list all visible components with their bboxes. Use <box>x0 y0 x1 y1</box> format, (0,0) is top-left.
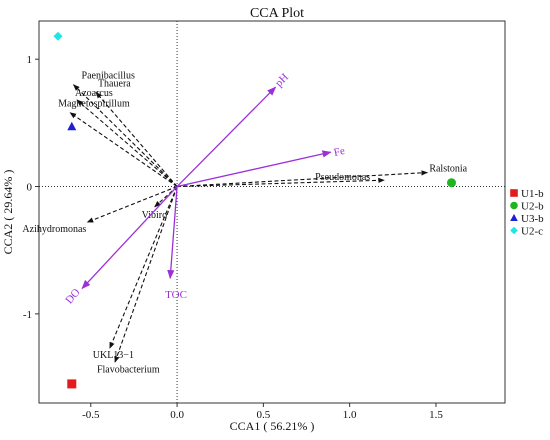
sample-point <box>446 178 456 188</box>
chart-title: CCA Plot <box>250 6 304 21</box>
y-tick-label: -1 <box>23 309 32 321</box>
species-arrow <box>69 112 178 187</box>
species-arrow <box>177 177 385 188</box>
species-label: Vibiro <box>142 210 168 221</box>
species-arrow <box>73 84 178 187</box>
species-label: Azihydromonas <box>22 224 86 235</box>
sample-point <box>53 31 63 41</box>
legend: U1-bU2-bU3-bU2-c <box>510 188 544 238</box>
species-arrow <box>154 186 178 208</box>
legend-marker <box>510 201 518 210</box>
x-tick-label: 1.0 <box>343 409 357 421</box>
species-label: Magnetospirillum <box>58 99 130 110</box>
x-axis-ticks: -0.5 0.0 0.5 1.0 1.5 <box>82 403 443 421</box>
legend-label: U2-b <box>521 201 544 213</box>
environment-label: Fe <box>333 145 346 159</box>
legend-label: U1-b <box>521 188 544 200</box>
environment-label: TOC <box>165 289 187 301</box>
species-arrow <box>177 170 428 188</box>
x-tick-label: 0.5 <box>256 409 270 421</box>
legend-marker <box>510 226 518 235</box>
environment-arrow <box>167 186 178 280</box>
y-tick-label: 1 <box>27 54 33 66</box>
sample-point <box>67 379 77 389</box>
environment-label: pH <box>273 71 291 89</box>
species-label: Ralstonia <box>429 164 467 175</box>
species-label: Flavobacterium <box>97 364 160 375</box>
y-axis-ticks: -1 0 1 <box>23 54 39 321</box>
species-arrow <box>86 186 178 223</box>
legend-marker <box>510 189 518 197</box>
environment-arrow <box>81 186 178 290</box>
legend-label: U3-b <box>521 213 544 225</box>
sample-points <box>53 31 456 389</box>
sample-point <box>67 121 77 131</box>
environment-arrow <box>176 86 277 187</box>
x-tick-label: -0.5 <box>82 409 100 421</box>
species-arrow <box>109 186 178 349</box>
x-tick-label: 1.5 <box>429 409 443 421</box>
x-axis-label: CCA1 ( 56.21% ) <box>230 419 315 433</box>
zero-lines <box>39 21 505 403</box>
species-arrow <box>95 91 178 187</box>
environment-arrow <box>176 150 332 188</box>
species-label: Paenibacillus <box>82 71 135 82</box>
species-arrow <box>76 99 178 187</box>
legend-marker <box>510 213 518 222</box>
environment-label: DO <box>63 286 82 306</box>
species-label: Azoarcus <box>75 88 113 99</box>
y-tick-label: 0 <box>27 182 33 194</box>
y-axis-label: CCA2 ( 29.64% ) <box>1 170 15 255</box>
species-label: Thauera <box>98 78 131 89</box>
legend-label: U2-c <box>521 226 543 238</box>
species-arrows: Ralstonia Pseudomonas PaenibacillusThauera… <box>22 71 467 376</box>
x-tick-label: 0.0 <box>170 409 184 421</box>
species-label: UKL13−1 <box>93 350 134 361</box>
plot-frame <box>38 20 506 404</box>
species-label: Pseudomonas <box>315 172 370 183</box>
species-arrow <box>114 186 178 363</box>
